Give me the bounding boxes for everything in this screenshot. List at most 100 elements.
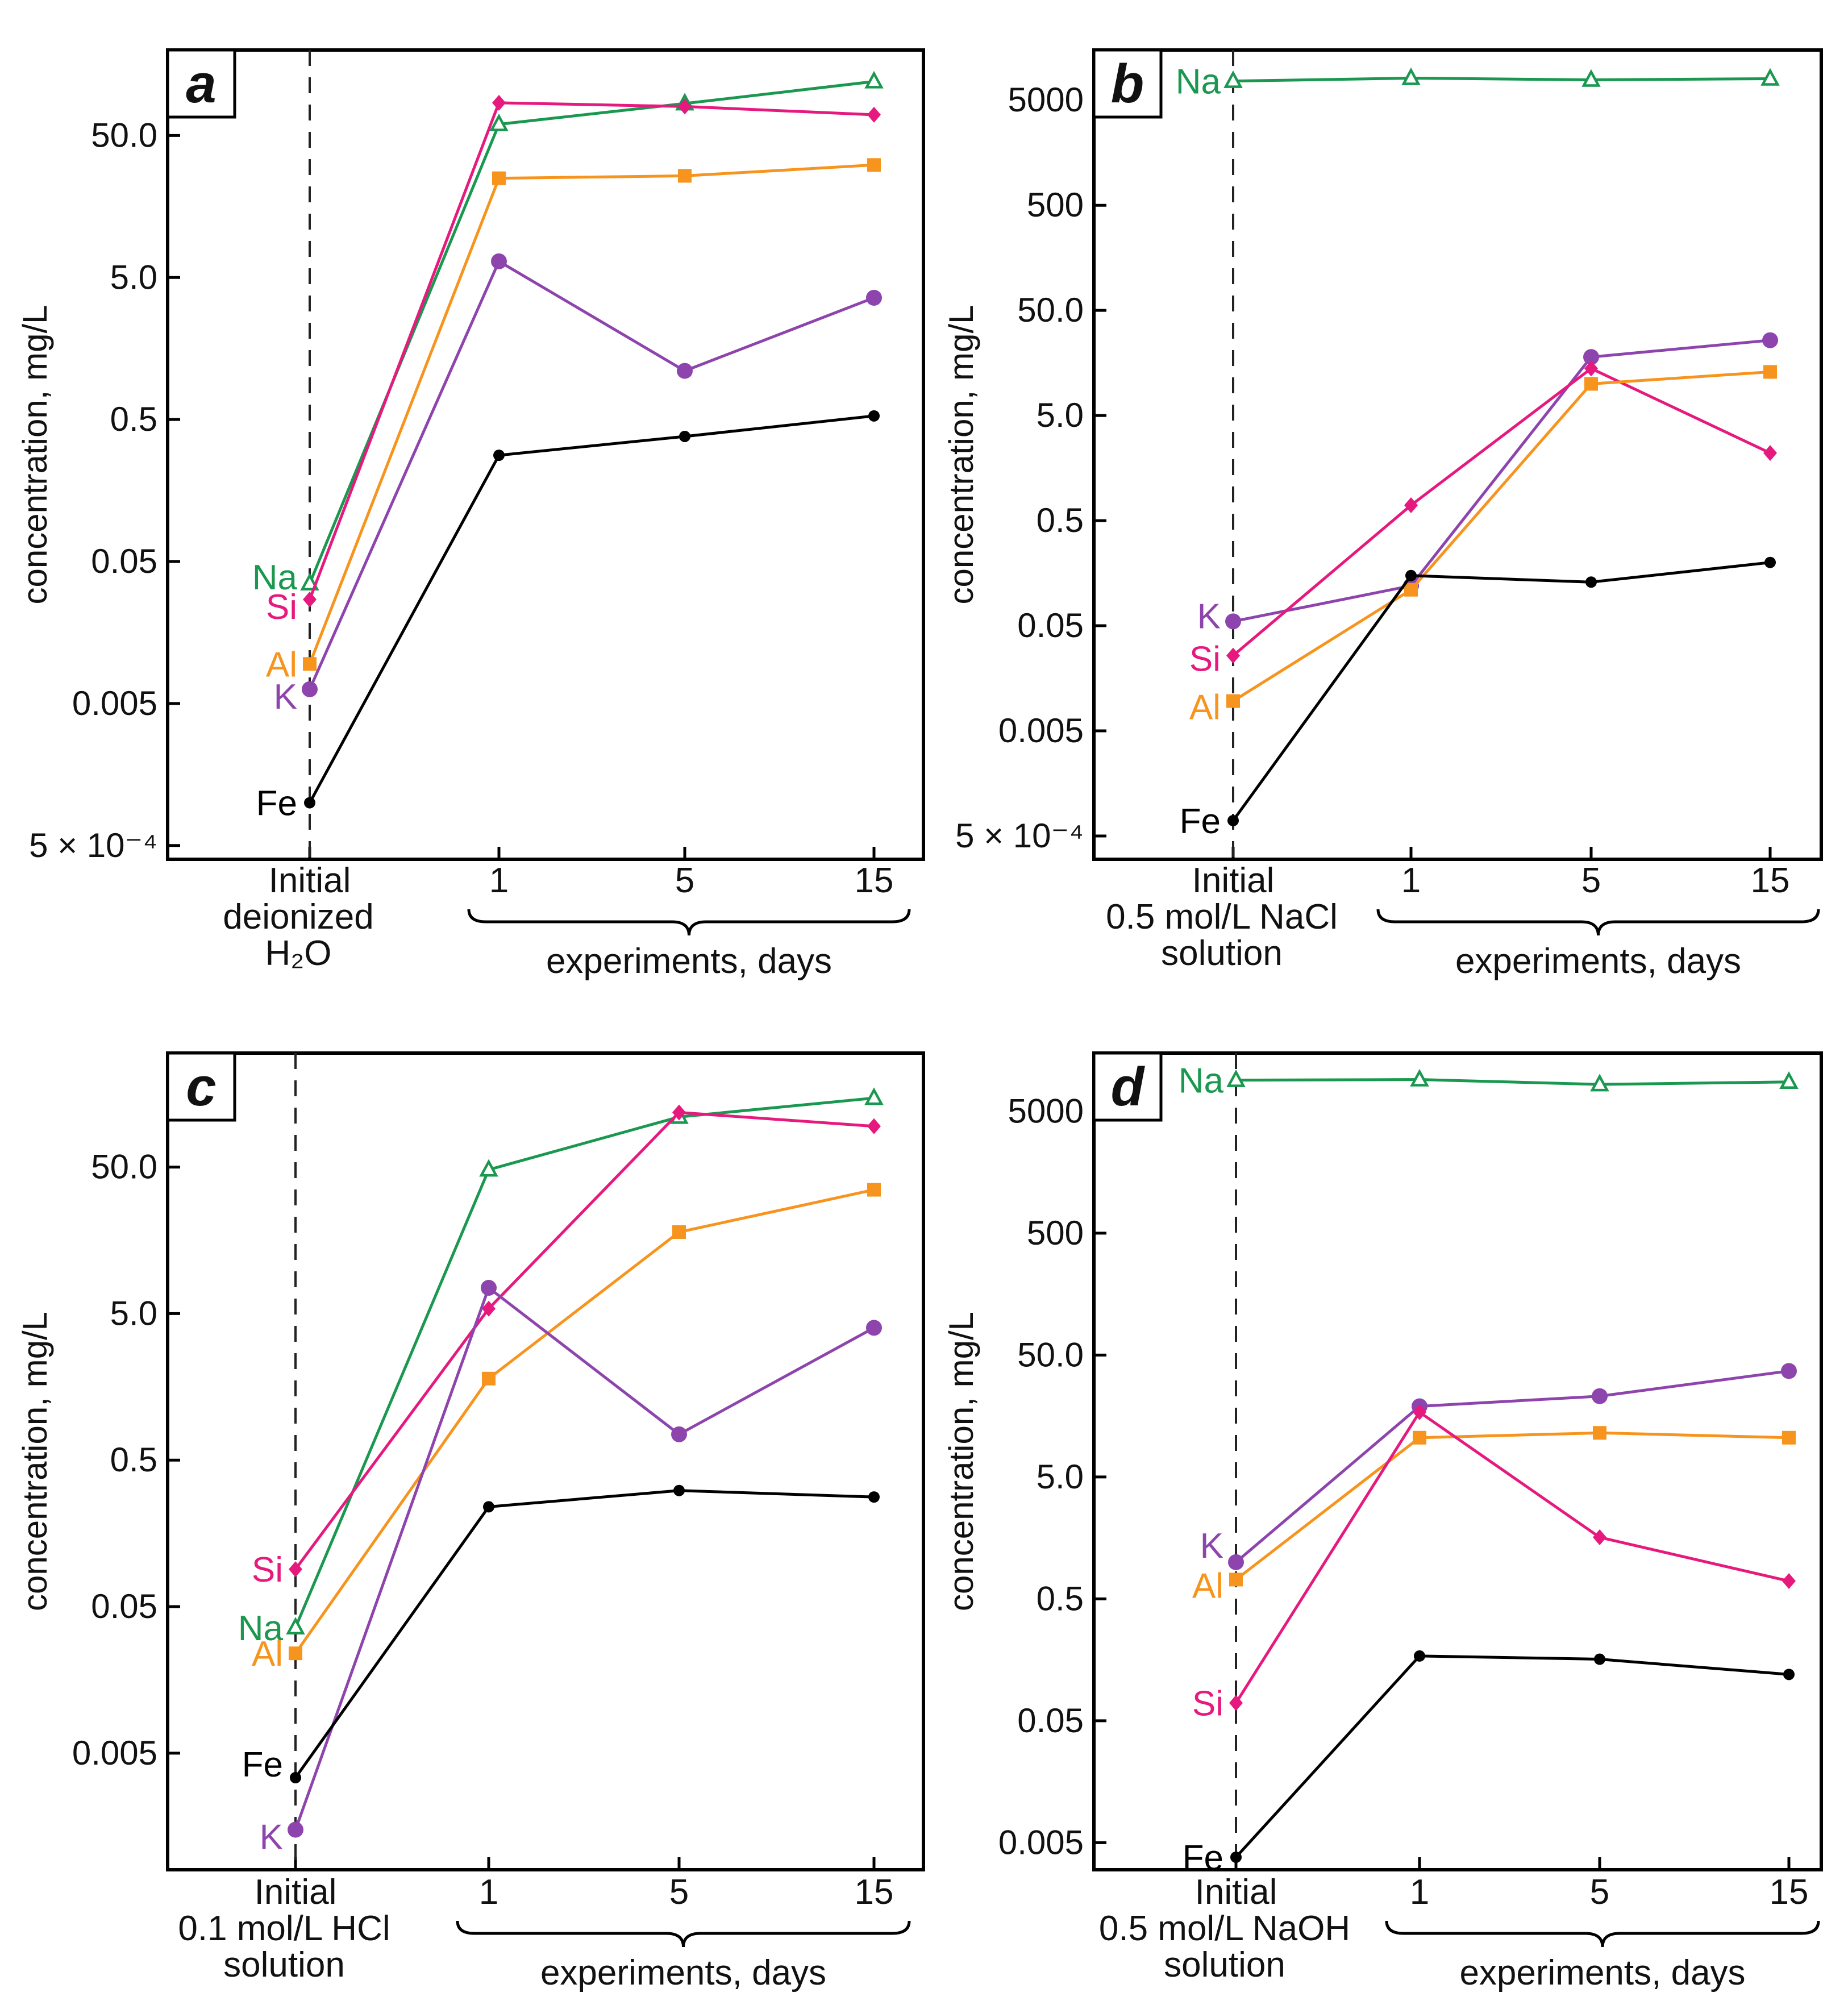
- initial-solution-label: 0.1 mol/L HCl: [178, 1909, 390, 1948]
- series-Al: Al: [266, 158, 881, 684]
- x-tick-label: Initial: [1195, 1873, 1277, 1912]
- days-brace: [467, 909, 911, 936]
- series-line: [1232, 367, 1771, 657]
- series-label: Si: [252, 1550, 283, 1590]
- y-tick-label: 0.05: [91, 1587, 157, 1625]
- data-point: [1783, 1669, 1795, 1680]
- x-axis-label: experiments, days: [540, 1953, 826, 1992]
- x-tick-label: 5: [1590, 1873, 1609, 1912]
- series-line: [294, 1489, 875, 1779]
- y-axis-label: concentration, mg/L: [16, 305, 54, 605]
- series-label: K: [1200, 1526, 1223, 1566]
- series-label: K: [260, 1818, 283, 1857]
- data-point: [866, 1320, 882, 1336]
- data-point: [1764, 556, 1776, 568]
- panel-letter-box: [166, 48, 236, 119]
- data-point: [1225, 613, 1241, 630]
- data-point: [492, 171, 506, 185]
- data-point: [289, 1561, 302, 1578]
- y-tick-label: 0.005: [998, 1823, 1084, 1861]
- data-point: [678, 169, 692, 183]
- data-point: [1413, 1430, 1426, 1445]
- series-label: Si: [1189, 640, 1221, 679]
- series-K: K: [1197, 332, 1778, 636]
- y-axis-label: concentration, mg/L: [942, 1312, 980, 1611]
- data-point: [866, 289, 882, 306]
- data-point: [286, 1617, 305, 1635]
- x-tick-label: 1: [1401, 861, 1421, 900]
- initial-solution-label: solution: [1161, 934, 1283, 973]
- y-tick-label: 5.0: [1037, 1458, 1084, 1496]
- series-Fe: Fe: [1180, 556, 1776, 841]
- data-point: [1226, 694, 1240, 708]
- x-tick-label: 15: [1751, 861, 1790, 900]
- series-label: Al: [1192, 1566, 1223, 1605]
- data-point: [492, 94, 506, 111]
- days-brace: [1376, 909, 1820, 936]
- y-tick-label: 5 × 10⁻⁴: [29, 826, 157, 864]
- series-Fe: Fe: [242, 1484, 880, 1784]
- series-line: [308, 414, 875, 804]
- series-line: [1235, 1654, 1789, 1858]
- initial-solution-label: 0.5 mol/L NaOH: [1099, 1909, 1350, 1948]
- y-tick-label: 5 × 10⁻⁴: [955, 817, 1084, 855]
- y-tick-label: 0.5: [110, 1441, 157, 1479]
- data-point: [1413, 1404, 1426, 1420]
- x-tick-label: 5: [669, 1873, 689, 1912]
- x-tick-label: 1: [489, 861, 509, 900]
- panel-c: 0.005 0.05 0.5 5.0 50.0 concentration, mg/L c I…: [16, 1051, 925, 1992]
- series-Al: Al: [1192, 1426, 1796, 1605]
- data-point: [1230, 1851, 1242, 1863]
- data-point: [1590, 1074, 1609, 1092]
- series-Si: Si: [1192, 1404, 1796, 1724]
- y-tick-label: 0.5: [1037, 501, 1084, 539]
- data-point: [1404, 497, 1418, 514]
- data-point: [1593, 1426, 1606, 1440]
- y-tick-label: 0.005: [998, 712, 1084, 750]
- series-Si: Si: [1189, 360, 1777, 679]
- data-point: [1779, 1071, 1799, 1089]
- data-point: [1593, 1529, 1606, 1546]
- data-point: [1226, 1069, 1246, 1087]
- y-tick-label: 5.0: [1037, 396, 1084, 434]
- data-point: [489, 113, 509, 131]
- series-K: K: [274, 253, 882, 717]
- data-point: [1584, 360, 1598, 377]
- data-point: [300, 573, 319, 591]
- days-brace: [1385, 1920, 1820, 1948]
- data-point: [1585, 576, 1597, 588]
- data-point: [868, 410, 880, 422]
- data-point: [867, 1118, 881, 1134]
- series-label: K: [1197, 597, 1221, 636]
- data-point: [290, 1771, 301, 1783]
- y-tick-label: 50.0: [91, 116, 157, 154]
- data-point: [303, 591, 317, 608]
- series-line: [1232, 370, 1771, 702]
- data-point: [1401, 67, 1421, 85]
- x-tick-label: 15: [855, 861, 894, 900]
- series-Si: Si: [266, 94, 881, 627]
- data-point: [673, 1484, 685, 1496]
- data-point: [677, 363, 693, 379]
- panel-letter: b: [1111, 53, 1144, 114]
- series-line: [308, 101, 875, 600]
- y-tick-label: 50.0: [1017, 1336, 1084, 1374]
- data-point: [867, 1183, 881, 1197]
- panel-b: 5 × 10⁻⁴ 0.005 0.05 0.5 5.0 50.0 500 5000 concen…: [942, 48, 1823, 981]
- data-point: [304, 797, 315, 809]
- series-label: Si: [266, 588, 297, 627]
- initial-solution-label: H₂O: [265, 934, 331, 973]
- data-point: [483, 1501, 494, 1513]
- y-axis-label: concentration, mg/L: [942, 305, 980, 605]
- series-Fe: Fe: [1183, 1650, 1795, 1878]
- series-Na: Na: [238, 1087, 884, 1648]
- data-point: [672, 1225, 686, 1239]
- series-label: Al: [266, 645, 297, 684]
- y-tick-label: 500: [1027, 186, 1084, 224]
- data-point: [864, 70, 884, 89]
- data-point: [1414, 1650, 1425, 1662]
- initial-solution-label: solution: [223, 1945, 345, 1985]
- initial-solution-label: solution: [1164, 1945, 1285, 1985]
- data-point: [867, 158, 881, 172]
- series-label: Na: [252, 558, 298, 597]
